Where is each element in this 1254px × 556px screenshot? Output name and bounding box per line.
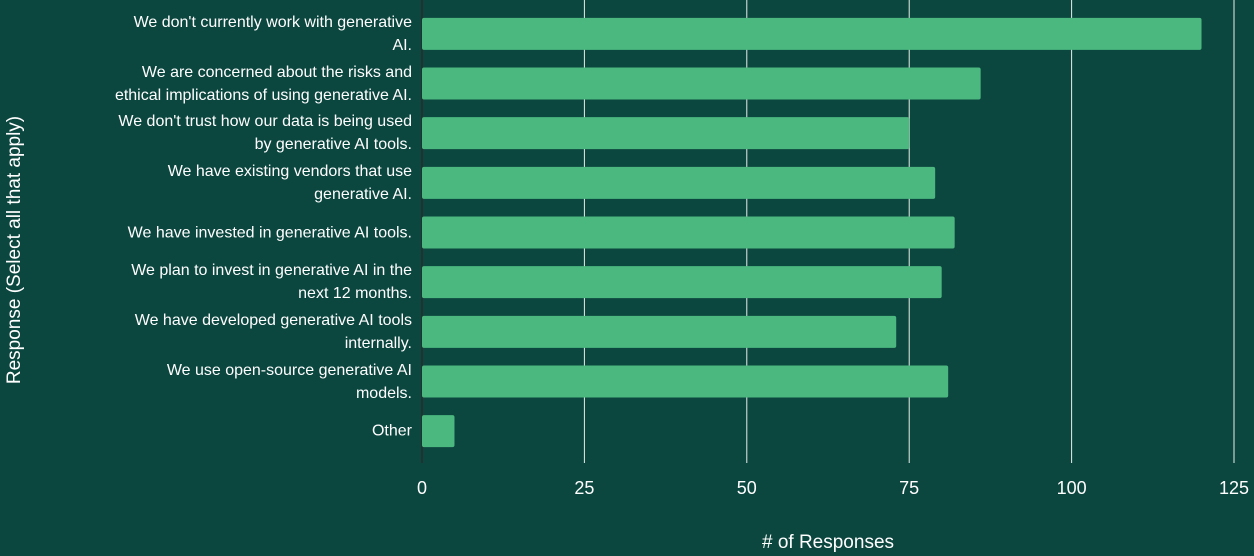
x-axis-title: # of Responses (762, 532, 894, 553)
y-tick-label: We don't currently work with generative … (133, 13, 412, 54)
x-tick-label: 125 (1219, 478, 1249, 498)
x-tick-label: 50 (737, 478, 757, 498)
bar (422, 415, 455, 448)
y-axis-title: Response (Select all that apply) (4, 116, 25, 384)
y-tick-label: We use open-source generative AI models. (166, 361, 412, 402)
y-tick-label: We plan to invest in generative AI in th… (131, 262, 412, 303)
y-tick-label: We are concerned about the risks and eth… (114, 63, 412, 104)
bar (422, 67, 981, 100)
x-tick-label: 25 (574, 478, 594, 498)
x-tick-label: 75 (899, 478, 919, 498)
y-tick-label: We have existing vendors that use genera… (167, 162, 412, 203)
y-tick-label: We have invested in generative AI tools. (127, 224, 412, 241)
bar (422, 315, 897, 348)
bar (422, 17, 1202, 50)
x-tick-label: 100 (1057, 478, 1087, 498)
y-tick-label: We don't trust how our data is being use… (118, 113, 412, 154)
bar (422, 117, 910, 150)
bar (422, 266, 942, 299)
bar (422, 166, 936, 199)
bar (422, 365, 949, 398)
y-tick-label: Other (371, 422, 412, 440)
y-tick-label: We have developed generative AI tools in… (134, 311, 412, 352)
x-tick-label: 0 (417, 478, 427, 498)
bar (422, 216, 955, 249)
